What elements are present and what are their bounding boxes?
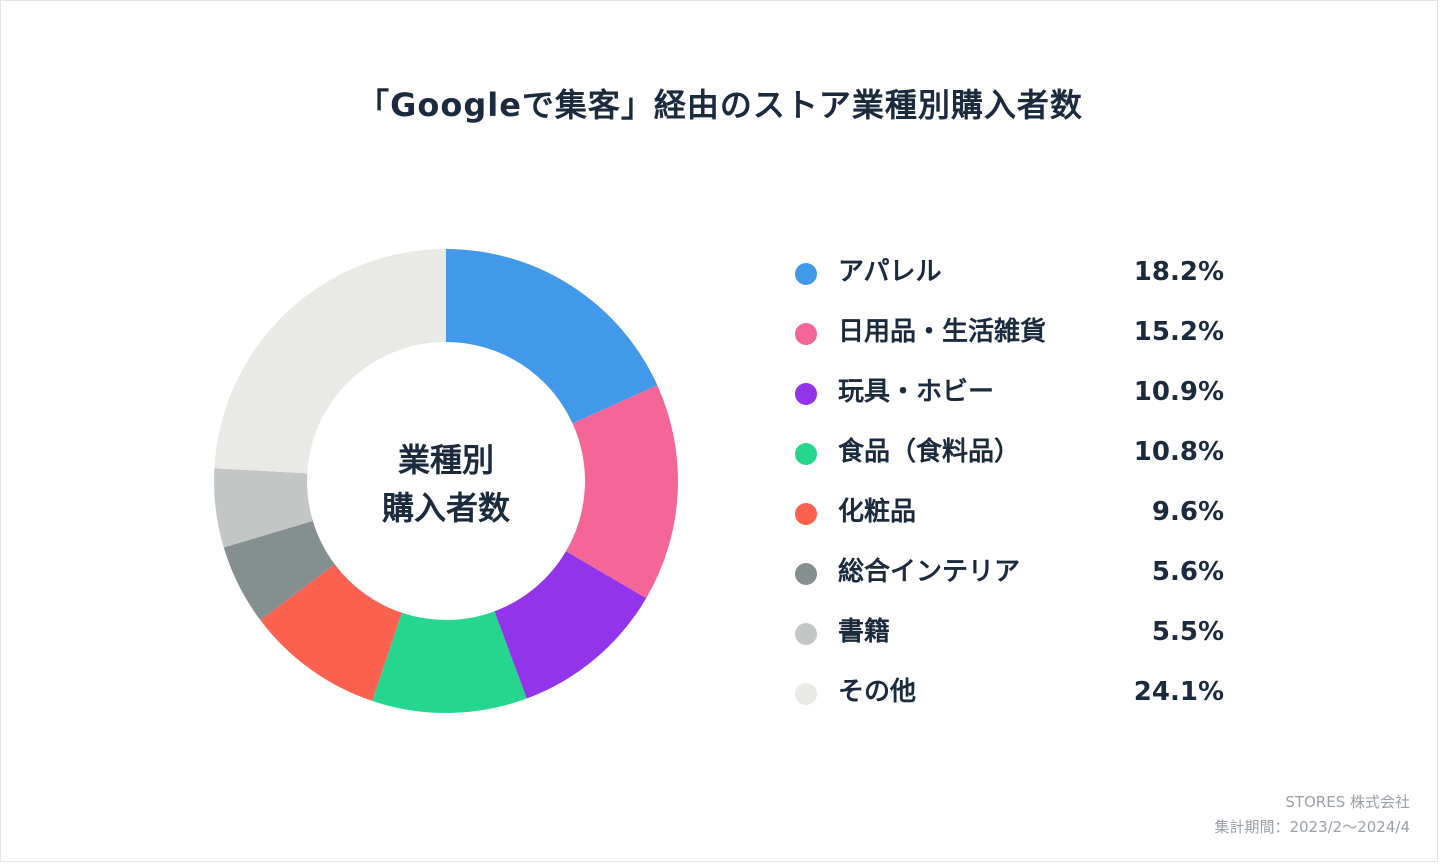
chart-legend: アパレル 18.2% 日用品・生活雑貨 15.2% 玩具・ホビー 10.9% 食…: [790, 242, 1230, 722]
legend-swatch: [795, 383, 817, 405]
legend-label: 食品（食料品）: [838, 437, 1021, 467]
legend-swatch: [795, 623, 817, 645]
legend-label: 玩具・ホビー: [838, 377, 995, 407]
legend-item: その他 24.1%: [790, 662, 1230, 722]
chart-footer: STORES 株式会社 集計期間：2023/2～2024/4: [1214, 790, 1410, 840]
donut-slice-3: [372, 611, 527, 713]
legend-item: 玩具・ホビー 10.9%: [790, 362, 1230, 422]
legend-value: 5.6%: [1151, 557, 1224, 587]
legend-value: 15.2%: [1133, 317, 1224, 347]
legend-item: アパレル 18.2%: [790, 242, 1230, 302]
legend-swatch: [795, 263, 817, 285]
legend-swatch: [795, 503, 817, 525]
donut-slice-7: [214, 249, 446, 474]
legend-value: 10.9%: [1133, 377, 1224, 407]
legend-item: 化粧品 9.6%: [790, 482, 1230, 542]
legend-swatch: [795, 443, 817, 465]
legend-label: 化粧品: [838, 497, 917, 527]
legend-label: その他: [838, 677, 917, 707]
legend-swatch: [795, 323, 817, 345]
donut-slice-0: [446, 249, 658, 424]
donut-slice-4: [260, 564, 402, 701]
chart-title: 「Googleで集客」経由のストア業種別購入者数: [357, 86, 1083, 124]
legend-label: 日用品・生活雑貨: [838, 317, 1047, 347]
legend-item: 食品（食料品） 10.8%: [790, 422, 1230, 482]
legend-value: 18.2%: [1133, 257, 1224, 287]
center-label-line-1: 業種別: [397, 441, 494, 479]
legend-label: 総合インテリア: [838, 557, 1021, 587]
legend-item: 日用品・生活雑貨 15.2%: [790, 302, 1230, 362]
legend-label: アパレル: [838, 257, 942, 287]
legend-value: 5.5%: [1151, 617, 1224, 647]
donut-slice-6: [214, 468, 313, 548]
legend-item: 総合インテリア 5.6%: [790, 542, 1230, 602]
legend-value: 9.6%: [1151, 497, 1224, 527]
donut-slice-2: [494, 551, 647, 699]
center-label-line-2: 購入者数: [381, 489, 510, 527]
legend-value: 10.8%: [1133, 437, 1224, 467]
legend-swatch: [795, 563, 817, 585]
legend-item: 書籍 5.5%: [790, 602, 1230, 662]
donut-slice-5: [223, 520, 335, 621]
legend-value: 24.1%: [1133, 677, 1224, 707]
donut-center-label: 業種別 購入者数: [326, 436, 566, 532]
footer-company: STORES 株式会社: [1285, 793, 1410, 811]
footer-period: 集計期間：2023/2～2024/4: [1214, 818, 1410, 836]
legend-label: 書籍: [838, 617, 891, 647]
donut-slice-1: [565, 385, 678, 599]
legend-swatch: [795, 683, 817, 705]
